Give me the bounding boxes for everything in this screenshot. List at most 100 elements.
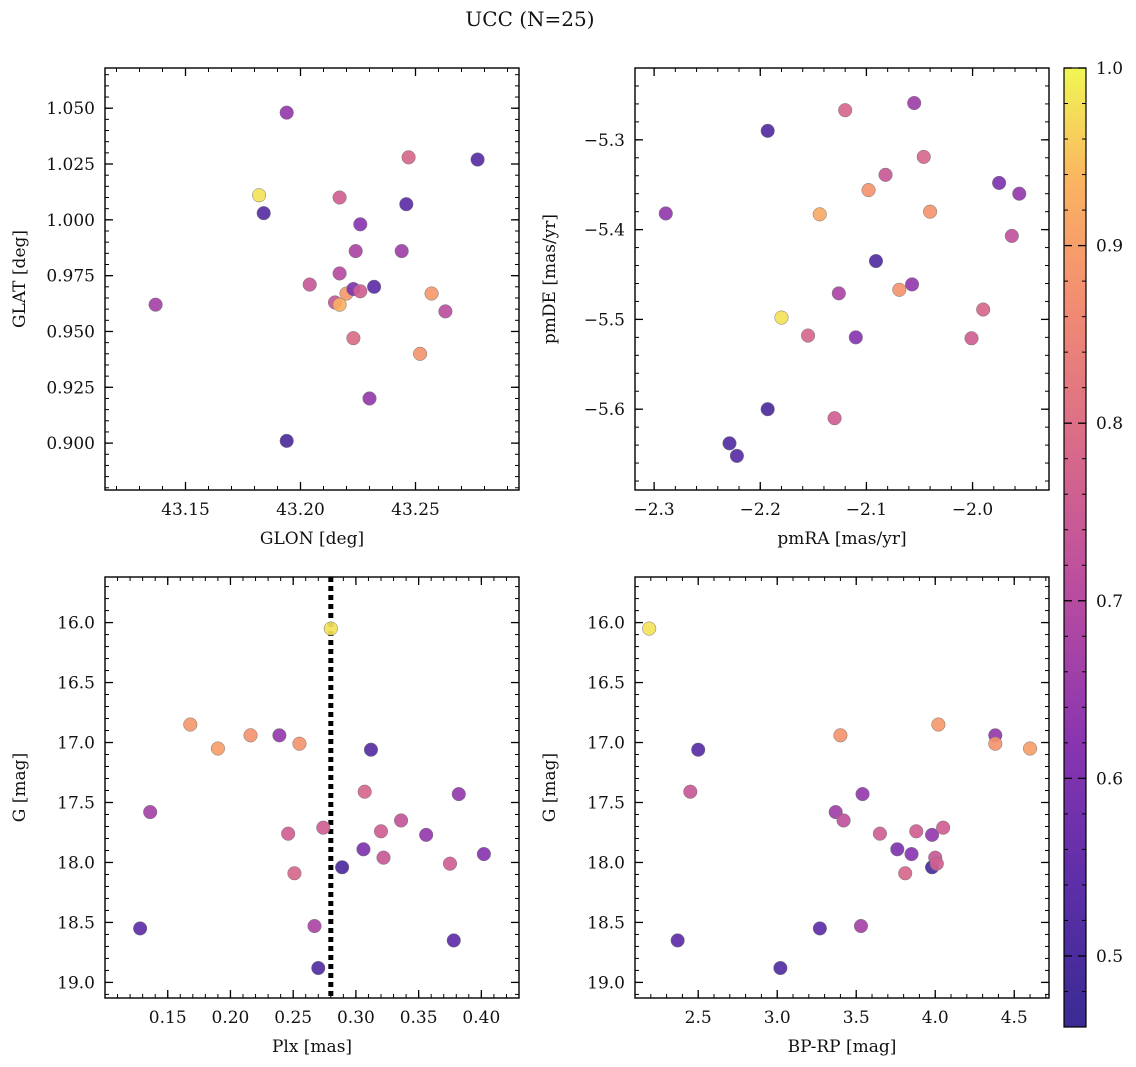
x-axis-label: pmRA [mas/yr] — [777, 529, 906, 549]
colorbar-tick-label: 0.5 — [1096, 947, 1123, 967]
data-point — [470, 152, 485, 167]
data-point — [670, 933, 685, 948]
plot-frame — [104, 67, 520, 491]
data-point — [774, 310, 789, 325]
data-point — [642, 621, 657, 636]
data-point — [658, 206, 673, 221]
data-point — [722, 436, 737, 451]
data-point — [394, 244, 409, 259]
x-tick-label: −2.0 — [952, 500, 993, 520]
data-point — [905, 277, 920, 292]
y-tick-label: −5.6 — [584, 400, 625, 420]
data-point — [357, 784, 372, 799]
data-point — [210, 741, 225, 756]
colorbar-tick-label: 0.6 — [1096, 769, 1123, 789]
data-point — [348, 244, 363, 259]
y-tick-label: 17.5 — [587, 793, 625, 813]
y-tick-label: 17.5 — [57, 793, 95, 813]
data-point — [335, 860, 350, 875]
plot-frame — [104, 576, 520, 999]
y-tick-label: 1.050 — [46, 99, 95, 119]
data-point — [868, 253, 884, 269]
data-point — [272, 728, 287, 743]
data-point — [243, 728, 258, 743]
data-point — [988, 736, 1003, 751]
y-tick-label: 16.5 — [57, 674, 95, 694]
data-point — [848, 330, 863, 345]
x-axis-label: GLON [deg] — [260, 529, 364, 549]
y-axis-label: GLAT [deg] — [10, 230, 30, 328]
data-point — [279, 433, 294, 448]
panels: 43.15 43.20 43.25 0.900 0.925 0.950 0.975 1.000… — [10, 67, 1050, 1057]
data-point — [356, 842, 371, 857]
data-point — [367, 279, 382, 294]
y-tick-label: 0.925 — [46, 378, 95, 398]
y-tick-label: 1.000 — [46, 211, 95, 231]
data-point — [302, 277, 317, 292]
data-point — [729, 448, 744, 463]
data-point — [287, 866, 302, 881]
x-tick-label: 0.20 — [212, 1008, 250, 1028]
data-point — [413, 346, 428, 361]
y-axis-label: pmDE [mas/yr] — [540, 214, 560, 344]
x-axis-label: Plx [mas] — [272, 1037, 352, 1057]
data-point — [316, 820, 331, 835]
data-point — [683, 784, 698, 799]
data-point — [855, 787, 870, 802]
x-tick-label: 3.0 — [764, 1008, 791, 1028]
data-point — [904, 847, 919, 862]
colorbar-tick-label: 0.7 — [1096, 592, 1123, 612]
y-tick-label: 19.0 — [587, 973, 625, 993]
y-tick-label: 0.900 — [46, 434, 95, 454]
data-point — [936, 820, 951, 835]
x-tick-label: 0.35 — [400, 1008, 438, 1028]
data-point — [931, 717, 946, 732]
y-tick-label: 18.0 — [57, 853, 95, 873]
y-tick-label: −5.4 — [584, 221, 625, 241]
data-point — [929, 856, 944, 871]
panel-1: 43.15 43.20 43.25 0.900 0.925 0.950 0.975 1.000… — [10, 67, 520, 549]
data-point — [831, 286, 846, 301]
data-point — [143, 805, 158, 820]
plot-frame — [634, 67, 1050, 491]
data-point — [476, 847, 491, 862]
y-axis-label: G [mag] — [540, 753, 560, 822]
data-point — [909, 824, 924, 839]
data-point — [311, 960, 326, 976]
data-point — [446, 933, 461, 948]
data-point — [362, 391, 377, 406]
data-point — [183, 717, 198, 732]
data-point — [760, 123, 775, 138]
data-point — [332, 266, 347, 281]
y-tick-label: 17.0 — [587, 734, 625, 754]
data-point — [399, 197, 414, 212]
data-point — [332, 297, 347, 312]
data-point — [148, 297, 163, 312]
x-tick-label: −2.3 — [633, 500, 674, 520]
data-point — [373, 824, 389, 839]
x-tick-label: 4.5 — [1001, 1008, 1028, 1028]
data-point — [827, 411, 842, 426]
data-point — [964, 331, 979, 346]
data-point — [838, 103, 853, 118]
x-tick-label: 4.0 — [922, 1008, 949, 1028]
figure-title: UCC (N=25) — [465, 7, 594, 31]
data-point — [907, 95, 922, 111]
data-point — [323, 621, 338, 636]
y-tick-label: 16.0 — [587, 614, 625, 634]
data-point — [332, 190, 347, 205]
data-point — [438, 304, 453, 319]
y-axis-label: G [mag] — [10, 753, 30, 822]
x-tick-label: 3.5 — [843, 1008, 870, 1028]
y-tick-label: −5.3 — [584, 131, 625, 151]
data-point — [976, 302, 991, 317]
x-tick-label: 43.15 — [161, 500, 210, 520]
x-tick-label: 0.40 — [462, 1008, 500, 1028]
data-point — [925, 827, 940, 842]
data-point — [812, 207, 827, 222]
y-tick-label: 18.5 — [587, 913, 625, 933]
data-point — [916, 149, 931, 164]
data-point — [853, 918, 869, 934]
data-point — [773, 960, 788, 976]
